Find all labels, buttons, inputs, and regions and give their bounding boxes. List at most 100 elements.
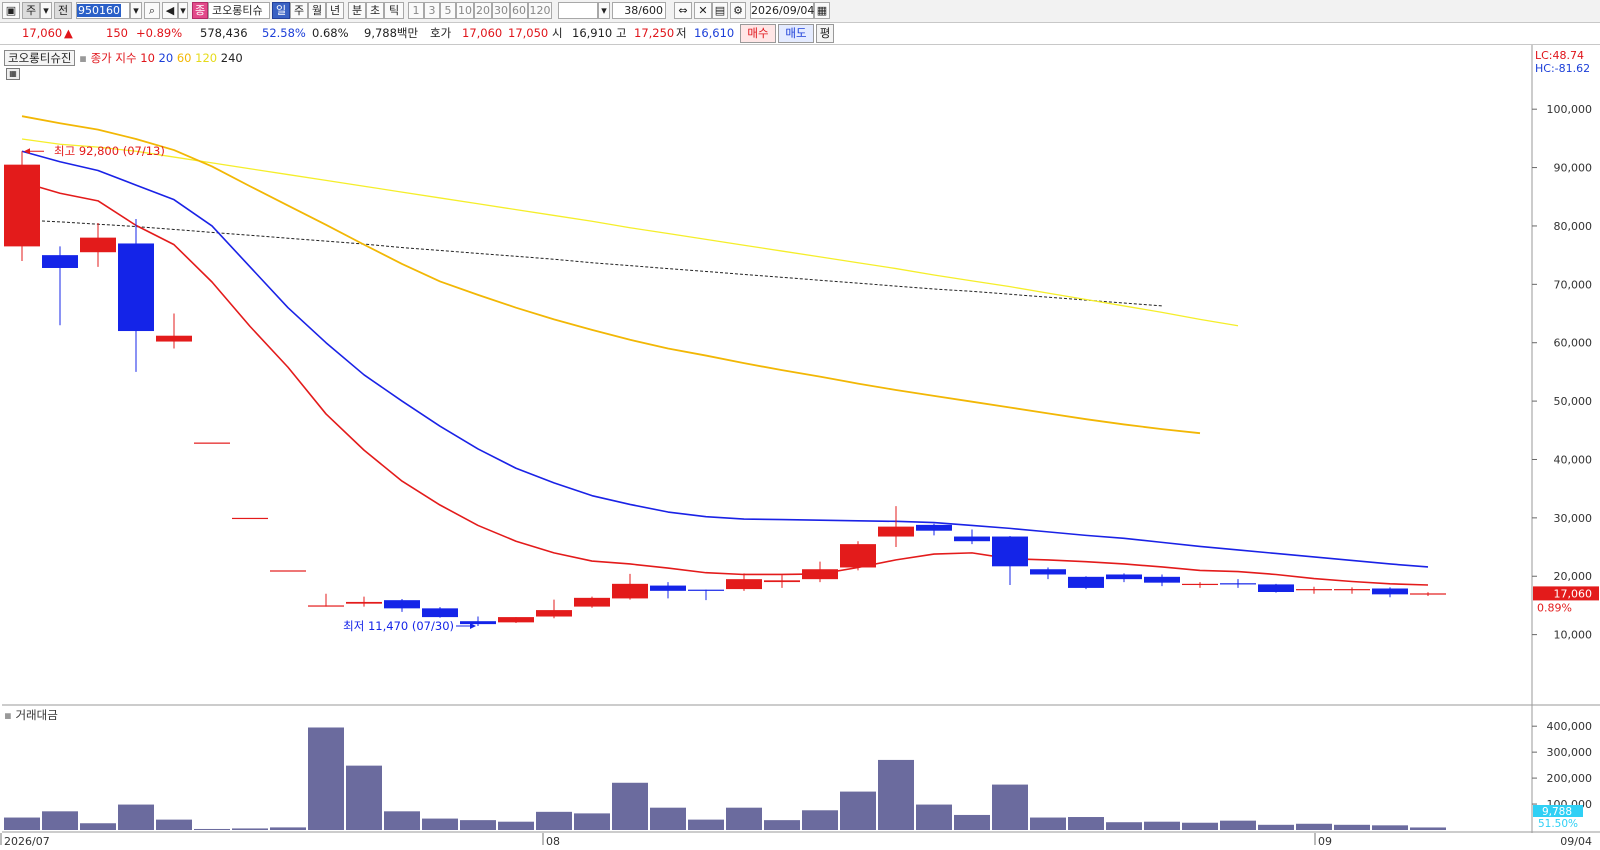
crosshair-icon[interactable]: ✕ [694,2,712,19]
candle [1296,586,1332,594]
volume-bar [916,804,952,830]
time-tick-label: 08 [546,835,560,848]
sound-icon[interactable]: ◀ [162,2,178,19]
candle-body [1334,589,1370,591]
interval-5-button[interactable]: 5 [440,2,456,19]
candle [536,599,572,619]
volume-bar [536,811,572,830]
legend-close-label: 종가 [90,51,112,65]
period-second-tab[interactable]: 초 [366,2,384,19]
interval-10-button[interactable]: 10 [456,2,474,19]
candle [194,442,230,444]
candle-body [80,237,116,253]
bid-price: 17,050 [508,26,549,40]
candle-body [460,621,496,625]
candle [1106,573,1142,583]
candle [650,582,686,599]
candle-body [118,243,154,332]
legend-ma10: 10 [140,51,155,65]
candle-body [802,569,838,580]
volume-bar [574,813,610,830]
period-month-tab[interactable]: 월 [308,2,326,19]
price-tick-label: 100,000 [1547,103,1593,116]
interval-3-button[interactable]: 3 [424,2,440,19]
candle [612,573,648,600]
annotations: 최고 92,800 (07/13) 최저 11,470 (07/30) 17,060… [24,144,1599,633]
candle [460,616,496,627]
change-up-arrow-icon: ▲ [64,26,73,40]
legend-ma60: 60 [176,51,192,65]
prev-button[interactable]: 전 [54,2,72,19]
mode-dropdown-icon[interactable]: ▾ [40,2,52,19]
price-tick-label: 40,000 [1554,453,1593,466]
price-change: 150 [106,26,128,40]
candle-body [916,524,952,531]
interval-1-button[interactable]: 1 [408,2,424,19]
average-button[interactable]: 평 [816,24,834,43]
candle [916,523,952,536]
interval-30-button[interactable]: 30 [492,2,510,19]
mode-button[interactable]: 주 [22,2,40,19]
period-day-tab[interactable]: 일 [272,2,290,19]
volume-bar [1220,820,1256,830]
chart-background [0,45,1600,850]
period-week-tab[interactable]: 주 [290,2,308,19]
lc-label: LC:48.74 [1535,49,1585,62]
candle-body [688,589,724,591]
volume-marker-icon: ▪ [4,708,12,722]
zoom-fit-icon[interactable]: ⇔ [674,2,692,19]
volume-bar [726,807,762,830]
period-year-tab[interactable]: 년 [326,2,344,19]
sound-dropdown-icon[interactable]: ▾ [178,2,188,19]
candle [1410,592,1446,597]
candle [80,223,116,267]
candle-body [1220,583,1256,585]
volume-bar [1068,817,1104,830]
code-dropdown-icon[interactable]: ▾ [130,2,142,19]
interval-120-button[interactable]: 120 [528,2,552,19]
legend-index-label: 지수 [115,51,137,65]
window-menu-icon[interactable]: ▣ [2,2,20,19]
data-count-field[interactable]: 38/600 [612,2,666,19]
settings-gear-icon[interactable]: ⚙ [730,2,746,19]
candle-body [612,583,648,599]
candle-body [536,610,572,617]
period-minute-tab[interactable]: 분 [348,2,366,19]
save-icon[interactable]: ▤ [712,2,728,19]
search-icon[interactable]: ⌕ [144,2,160,19]
calendar-icon[interactable]: ▦ [814,2,830,19]
interval-60-button[interactable]: 60 [510,2,528,19]
chart-stock-name[interactable]: 코오롱티슈진 [4,50,76,66]
chart-grid-toggle-icon[interactable]: ▦ [6,68,20,80]
custom-interval-input[interactable] [558,2,598,19]
stock-code-input[interactable]: 950160 [76,2,130,19]
legend-marker-icon: ▪ [79,51,87,65]
low-price: 16,610 [694,26,735,40]
candle [1030,567,1066,580]
period-tick-tab[interactable]: 틱 [384,2,404,19]
legend-ma20: 20 [158,51,174,65]
candle [992,535,1028,585]
candle-body [1372,588,1408,595]
custom-interval-dropdown-icon[interactable]: ▾ [598,2,610,19]
volume-bar [954,814,990,830]
current-price: 17,060 [22,26,63,40]
volume-pct-label: 51.50% [1538,818,1578,830]
candle [422,607,458,618]
low-arrow-icon [470,623,476,630]
volume-tick-label: 400,000 [1547,720,1593,733]
sell-button[interactable]: 매도 [778,24,814,43]
price-chart[interactable]: 100,000 90,000 80,000 70,000 60,000 50,000 40,… [0,45,1600,850]
date-input[interactable]: 2026/09/04 [750,2,815,19]
candle-body [1182,583,1218,586]
interval-20-button[interactable]: 20 [474,2,492,19]
ask-price: 17,060 [462,26,503,40]
buy-button[interactable]: 매수 [740,24,776,43]
low-annotation: 최저 11,470 (07/30) [343,619,454,633]
volume-bar [232,828,268,830]
volume-bar [650,807,686,830]
volume-bar [1182,822,1218,830]
volume-bar [1372,825,1408,830]
candle [1220,579,1256,588]
